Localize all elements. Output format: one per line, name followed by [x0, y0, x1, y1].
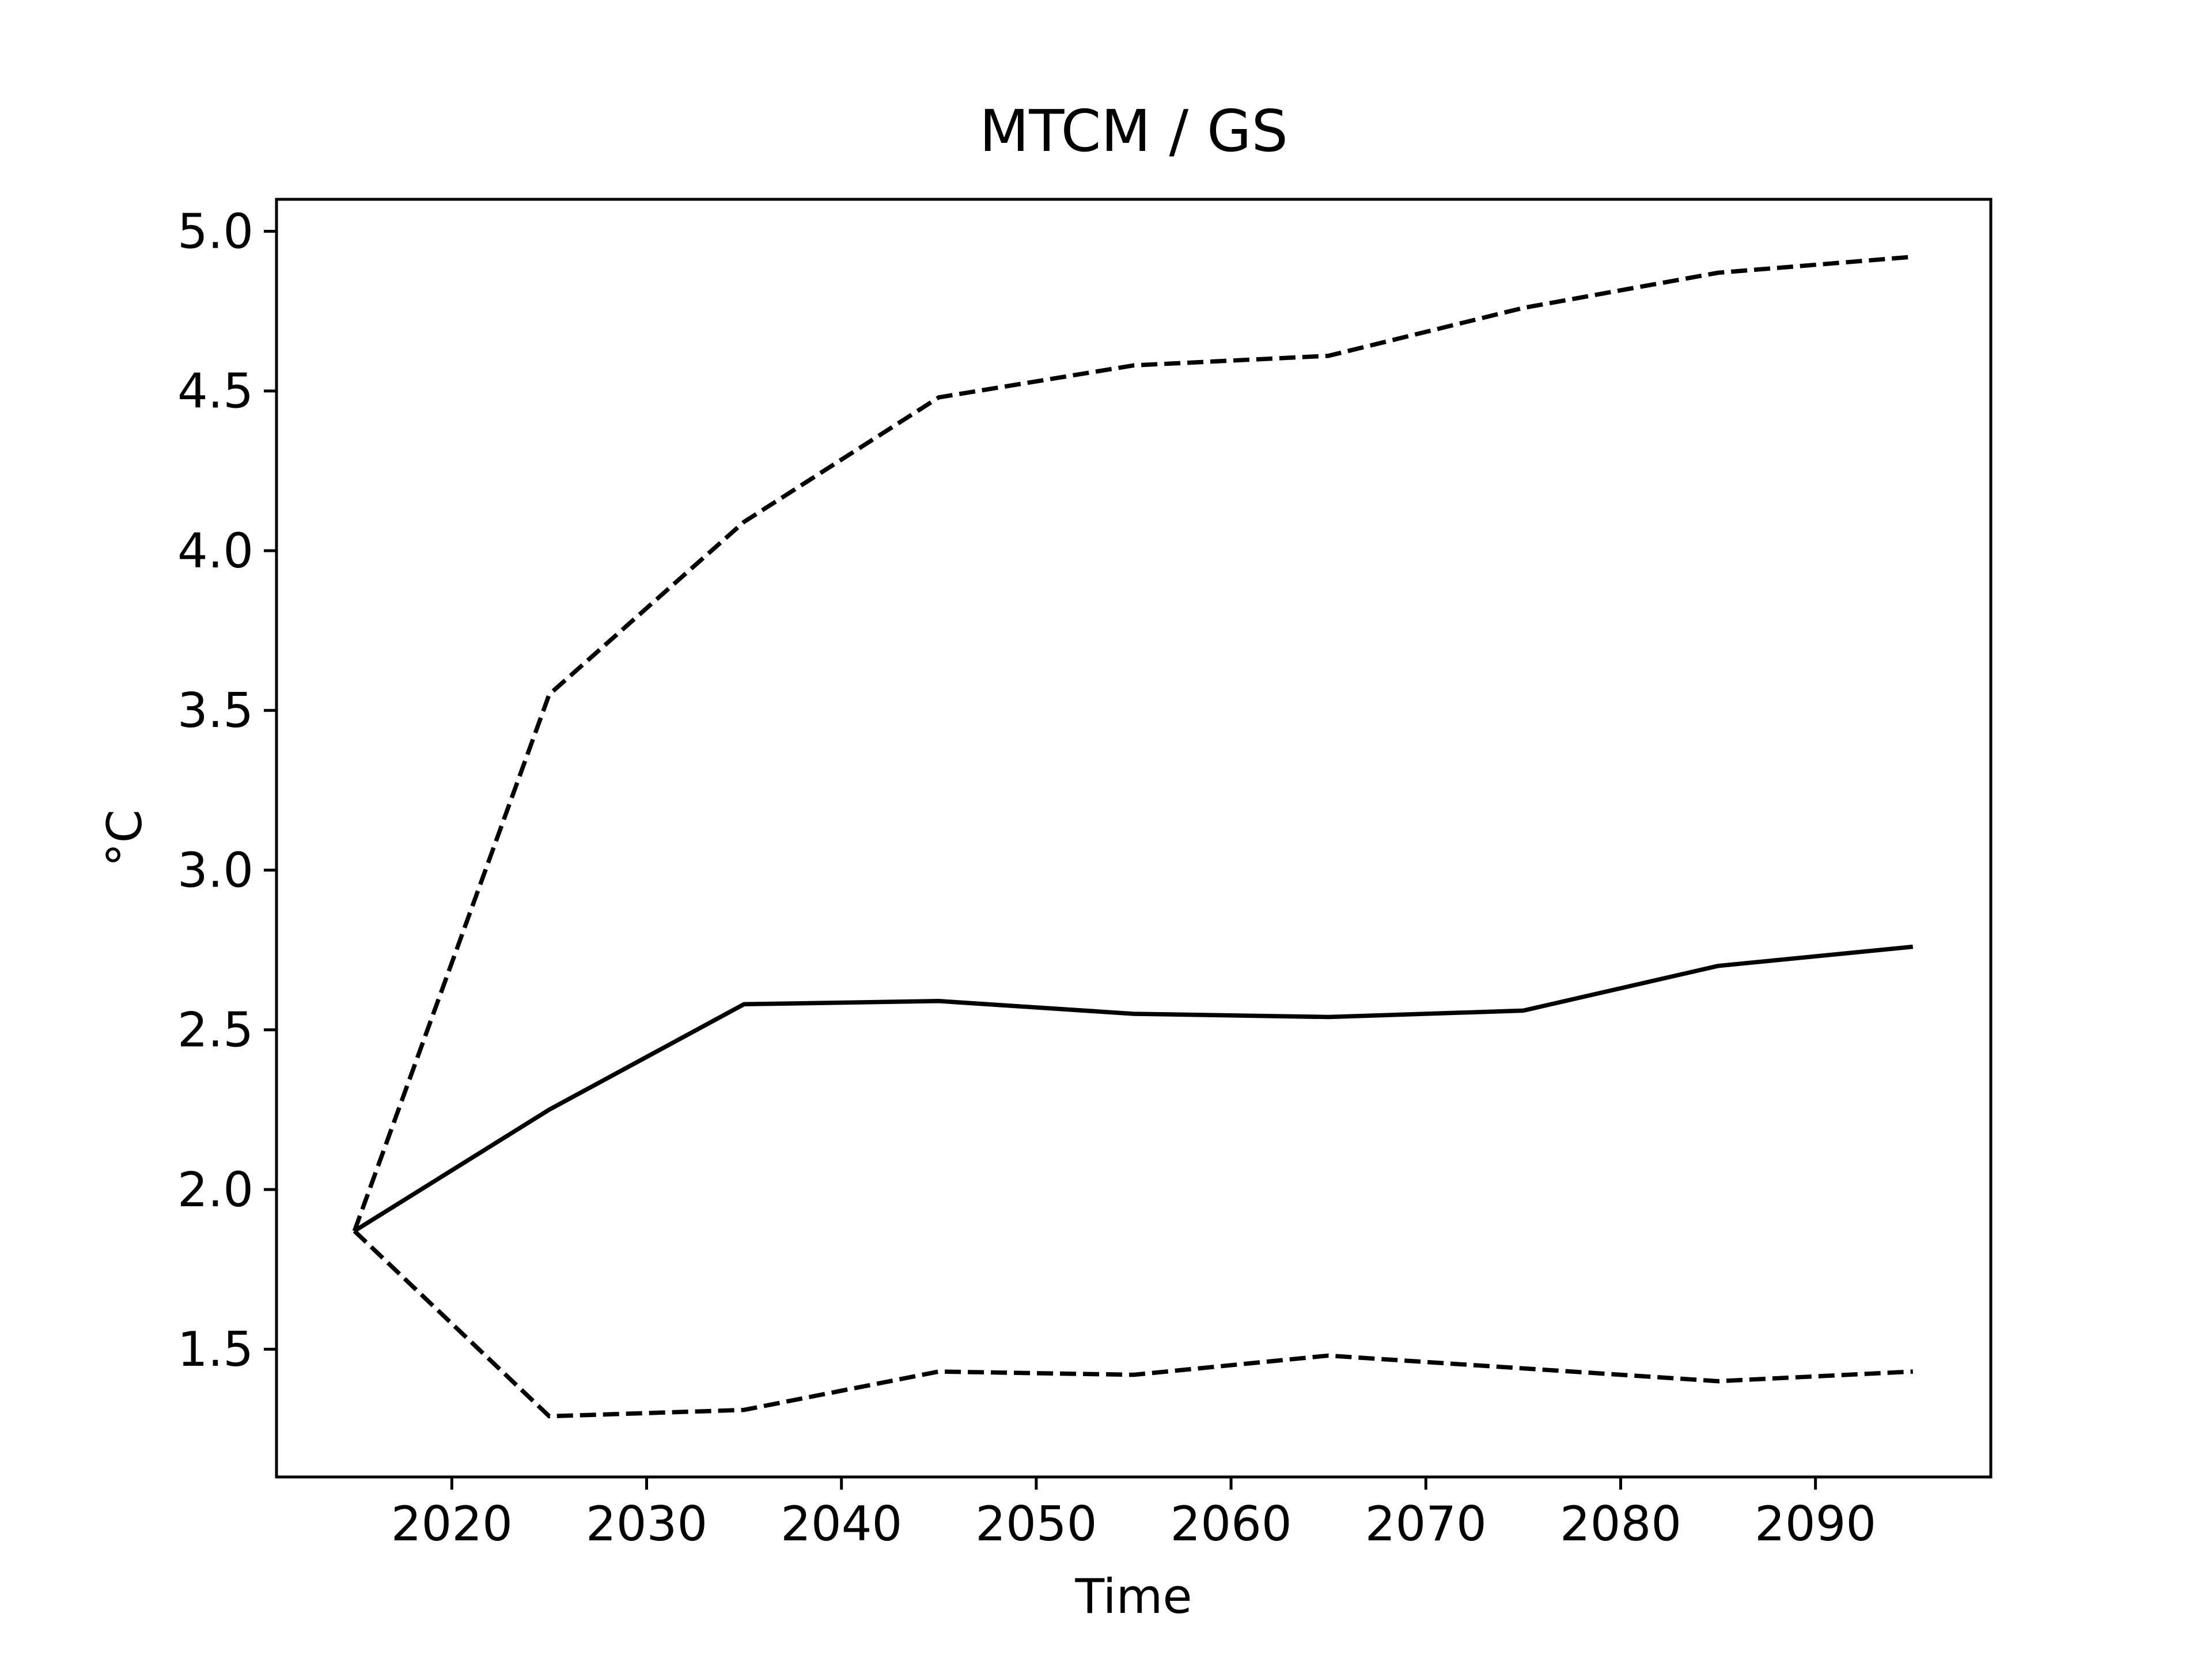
x-axis-label: Time — [1074, 1569, 1192, 1624]
series-line-3-dashed — [353, 1229, 1913, 1419]
y-axis-ticks: 1.5 2.0 2.5 3.0 3.5 4.0 4.5 5.0 — [177, 203, 276, 1377]
y-tick-label: 2.0 — [177, 1162, 253, 1218]
x-tick-label: 2090 — [1755, 1496, 1876, 1552]
x-tick-label: 2020 — [391, 1496, 513, 1552]
x-tick-label: 2040 — [781, 1496, 902, 1552]
series-layer — [352, 255, 1914, 1419]
y-tick-label: 3.5 — [177, 683, 253, 738]
x-tick-label: 2080 — [1560, 1496, 1681, 1552]
x-axis-ticks: 2020 2030 2040 2050 2060 2070 2080 2090 — [391, 1477, 1876, 1552]
plot-frame — [275, 198, 1993, 1479]
series-line-1-dashed — [352, 255, 1914, 1232]
x-tick-label: 2070 — [1365, 1496, 1487, 1552]
y-tick-label: 4.5 — [177, 363, 253, 419]
y-tick-label: 4.0 — [177, 523, 253, 579]
y-axis-label: °C — [97, 809, 153, 866]
y-tick-label: 5.0 — [177, 203, 253, 259]
series-line-2-solid — [353, 944, 1914, 1233]
x-tick-label: 2050 — [975, 1496, 1097, 1552]
x-tick-label: 2060 — [1170, 1496, 1291, 1552]
y-tick-label: 1.5 — [177, 1321, 253, 1377]
y-tick-label: 3.0 — [177, 842, 253, 898]
x-tick-label: 2030 — [586, 1496, 707, 1552]
y-tick-label: 2.5 — [177, 1002, 253, 1058]
chart-title: MTCM / GS — [979, 97, 1288, 165]
